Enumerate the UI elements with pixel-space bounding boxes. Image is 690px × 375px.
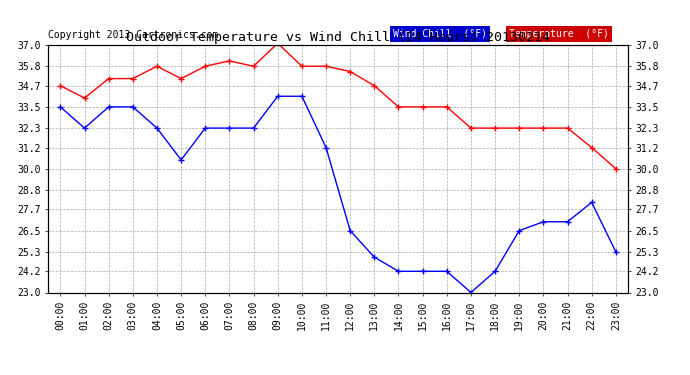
Title: Outdoor Temperature vs Wind Chill (24 Hours) 20130214: Outdoor Temperature vs Wind Chill (24 Ho…: [126, 31, 550, 44]
Text: Copyright 2013 Cartronics.com: Copyright 2013 Cartronics.com: [48, 30, 219, 40]
Text: Wind Chill  (°F): Wind Chill (°F): [393, 29, 487, 39]
Text: Temperature  (°F): Temperature (°F): [509, 29, 609, 39]
